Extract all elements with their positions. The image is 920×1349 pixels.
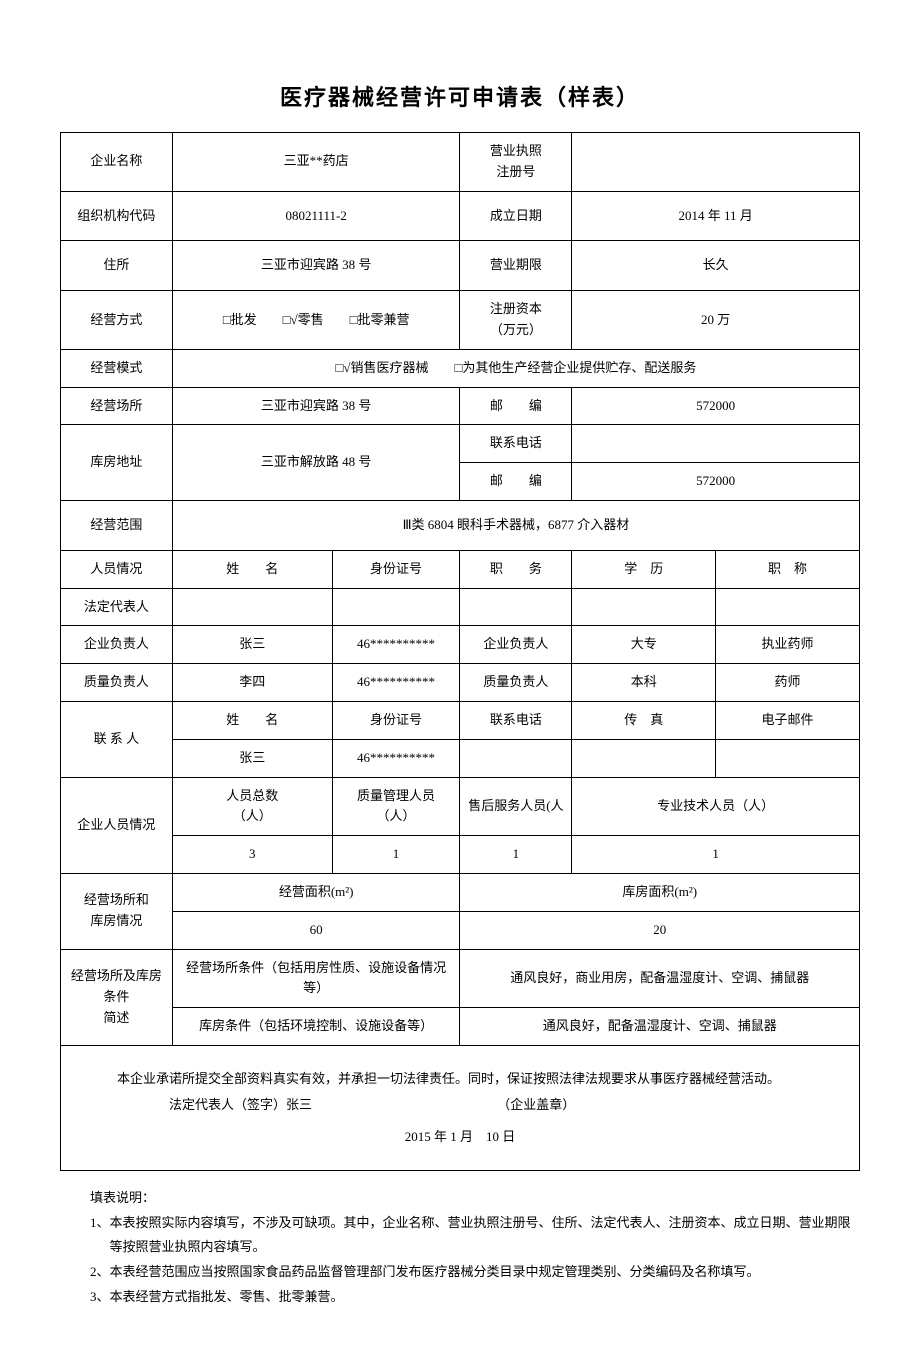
contact-fax [572,739,716,777]
col-id2: 身份证号 [332,701,460,739]
col-name: 姓 名 [172,550,332,588]
label-company-name: 企业名称 [61,133,173,192]
legal-rep-id [332,588,460,626]
quality-head-edu: 本科 [572,664,716,702]
label-org-code: 组织机构代码 [61,191,173,241]
label-license-no: 营业执照 注册号 [460,133,572,192]
label-business-model: 经营模式 [61,349,173,387]
note-item-3: 3、本表经营方式指批发、零售、批零兼营。 [90,1285,860,1310]
col-fax: 传 真 [572,701,716,739]
value-warehouse-addr: 三亚市解放路 48 号 [172,425,460,501]
qm-staff-val: 1 [332,836,460,874]
contact-id: 46********** [332,739,460,777]
label-warehouse-conditions: 库房条件（包括环境控制、设施设备等） [172,1008,460,1046]
company-head-edu: 大专 [572,626,716,664]
stamp-label: （企业盖章） [497,1092,575,1118]
label-place-warehouse: 经营场所和 库房情况 [61,873,173,949]
note-item-1: 1、本表按照实际内容填写，不涉及可缺项。其中，企业名称、营业执照注册号、住所、法… [90,1211,860,1260]
warehouse-conditions-val: 通风良好，配备温湿度计、空调、捕鼠器 [460,1008,860,1046]
legal-rep-name [172,588,332,626]
place-conditions-val: 通风良好，商业用房，配备温湿度计、空调、捕鼠器 [460,949,860,1008]
quality-head-name: 李四 [172,664,332,702]
value-company-name: 三亚**药店 [172,133,460,192]
label-reg-capital: 注册资本 （万元） [460,291,572,350]
label-establish-date: 成立日期 [460,191,572,241]
label-warehouse-addr: 库房地址 [61,425,173,501]
label-contact-person: 联 系 人 [61,701,173,777]
value-postcode2: 572000 [572,463,860,501]
tech-staff-val: 1 [572,836,860,874]
value-business-scope: Ⅲ类 6804 眼科手术器械，6877 介入器材 [172,500,859,550]
label-company-head: 企业负责人 [61,626,173,664]
warehouse-area-val: 20 [460,911,860,949]
col-total-staff: 人员总数 （人） [172,777,332,836]
value-establish-date: 2014 年 11 月 [572,191,860,241]
company-head-title: 执业药师 [716,626,860,664]
legal-rep-title [716,588,860,626]
label-quality-head: 质量负责人 [61,664,173,702]
col-qm-staff: 质量管理人员 （人） [332,777,460,836]
value-business-mode: □批发 □√零售 □批零兼营 [172,291,460,350]
value-business-term: 长久 [572,241,860,291]
label-business-place: 经营场所 [61,387,173,425]
quality-head-id: 46********** [332,664,460,702]
col-title: 职 称 [716,550,860,588]
value-license-no [572,133,860,192]
company-head-name: 张三 [172,626,332,664]
label-company-personnel: 企业人员情况 [61,777,173,873]
label-conditions: 经营场所及库房条件 简述 [61,949,173,1045]
business-area-val: 60 [172,911,460,949]
value-address: 三亚市迎宾路 38 号 [172,241,460,291]
note-item-2: 2、本表经营范围应当按照国家食品药品监督管理部门发布医疗器械分类目录中规定管理类… [90,1260,860,1285]
label-postcode1: 邮 编 [460,387,572,425]
contact-email [716,739,860,777]
col-tech-staff: 专业技术人员（人） [572,777,860,836]
total-staff-val: 3 [172,836,332,874]
legal-rep-pos [460,588,572,626]
contact-name: 张三 [172,739,332,777]
after-staff-val: 1 [460,836,572,874]
col-after-staff: 售后服务人员(人 [460,777,572,836]
col-id: 身份证号 [332,550,460,588]
notes-header: 填表说明： [90,1186,860,1211]
label-business-term: 营业期限 [460,241,572,291]
declaration-text: 本企业承诺所提交全部资料真实有效，并承担一切法律责任。同时，保证按照法律法规要求… [91,1066,829,1092]
company-head-pos: 企业负责人 [460,626,572,664]
value-business-place: 三亚市迎宾路 38 号 [172,387,460,425]
col-email: 电子邮件 [716,701,860,739]
legal-rep-edu [572,588,716,626]
col-business-area: 经营面积(m²) [172,873,460,911]
col-position: 职 务 [460,550,572,588]
declaration-block: 本企业承诺所提交全部资料真实有效，并承担一切法律责任。同时，保证按照法律法规要求… [61,1045,860,1170]
quality-head-title: 药师 [716,664,860,702]
col-education: 学 历 [572,550,716,588]
application-form-table: 企业名称 三亚**药店 营业执照 注册号 组织机构代码 08021111-2 成… [60,132,860,1171]
sign-label: 法定代表人（签字）张三 [169,1097,312,1112]
value-business-model: □√销售医疗器械 □为其他生产经营企业提供贮存、配送服务 [172,349,859,387]
label-address: 住所 [61,241,173,291]
value-reg-capital: 20 万 [572,291,860,350]
contact-phone-val [460,739,572,777]
page-title: 医疗器械经营许可申请表（样表） [60,80,860,112]
value-org-code: 08021111-2 [172,191,460,241]
col-contact-phone: 联系电话 [460,701,572,739]
col-warehouse-area: 库房面积(m²) [460,873,860,911]
value-postcode1: 572000 [572,387,860,425]
label-personnel-info: 人员情况 [61,550,173,588]
declaration-date: 2015 年 1 月 10 日 [91,1124,829,1150]
value-contact-phone [572,425,860,463]
col-name2: 姓 名 [172,701,332,739]
label-business-mode: 经营方式 [61,291,173,350]
notes-section: 填表说明： 1、本表按照实际内容填写，不涉及可缺项。其中，企业名称、营业执照注册… [60,1186,860,1309]
quality-head-pos: 质量负责人 [460,664,572,702]
label-contact-phone: 联系电话 [460,425,572,463]
label-place-conditions: 经营场所条件（包括用房性质、设施设备情况等） [172,949,460,1008]
label-postcode2: 邮 编 [460,463,572,501]
label-business-scope: 经营范围 [61,500,173,550]
label-legal-rep: 法定代表人 [61,588,173,626]
company-head-id: 46********** [332,626,460,664]
